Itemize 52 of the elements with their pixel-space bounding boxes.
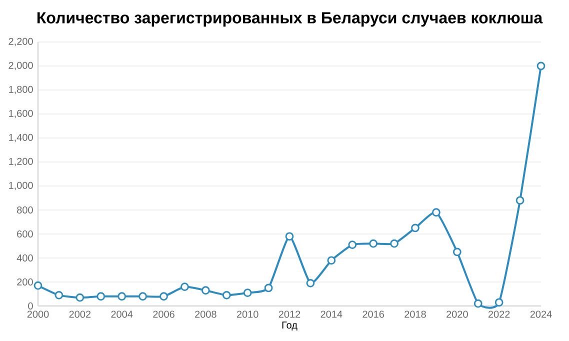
y-tick-label: 1,800	[9, 86, 33, 94]
x-tick-label: 2000	[27, 310, 49, 318]
point	[348, 240, 357, 249]
point	[432, 208, 440, 217]
x-tick-label: 2008	[195, 310, 216, 318]
x-tick-label: 2014	[320, 310, 342, 318]
x-tick-label: 2004	[111, 310, 133, 318]
x-tick-label: 2024	[530, 310, 552, 318]
point	[390, 239, 398, 248]
x-tick-label: 2012	[278, 310, 300, 318]
x-tick-label: 2022	[488, 310, 510, 318]
y-tick-label: 600	[17, 230, 33, 238]
point	[327, 256, 336, 265]
y-tick-label: 1,000	[9, 182, 33, 190]
point	[285, 232, 294, 241]
point	[222, 290, 231, 300]
point	[516, 196, 524, 205]
x-tick-label: 2002	[69, 310, 91, 318]
point	[54, 290, 64, 300]
point	[201, 286, 210, 295]
point	[180, 282, 189, 291]
point	[138, 292, 147, 301]
y-tick-label: 1,600	[9, 110, 33, 118]
y-tick-label: 1,200	[9, 158, 33, 166]
y-tick-label: 0	[28, 302, 33, 310]
point	[494, 298, 504, 307]
point	[96, 292, 106, 301]
y-tick-label: 1,400	[9, 134, 33, 142]
y-tick-label: 400	[16, 254, 33, 262]
point	[306, 278, 315, 288]
x-tick-label: 2016	[362, 310, 384, 318]
point	[243, 288, 252, 297]
x-tick-label: 2006	[153, 310, 174, 318]
x-axis-title: Год	[282, 322, 298, 330]
chart-title: Количество зарегистрированных в Беларуси случаев коклюша	[37, 12, 543, 27]
point	[76, 293, 84, 302]
point	[160, 292, 168, 301]
point	[264, 284, 273, 292]
point	[369, 239, 378, 248]
x-tick-label: 2018	[404, 310, 426, 318]
point	[536, 62, 546, 70]
y-tick-label: 200	[17, 278, 33, 286]
point	[118, 292, 126, 301]
point	[474, 299, 482, 308]
y-tick-label: 2,000	[8, 62, 33, 70]
y-tick-label: 800	[17, 206, 33, 214]
y-tick-label: 2,200	[8, 38, 33, 46]
point	[452, 248, 462, 256]
x-tick-label: 2010	[236, 310, 258, 318]
x-tick-label: 2020	[446, 310, 468, 318]
point	[411, 224, 420, 232]
point	[34, 281, 42, 290]
